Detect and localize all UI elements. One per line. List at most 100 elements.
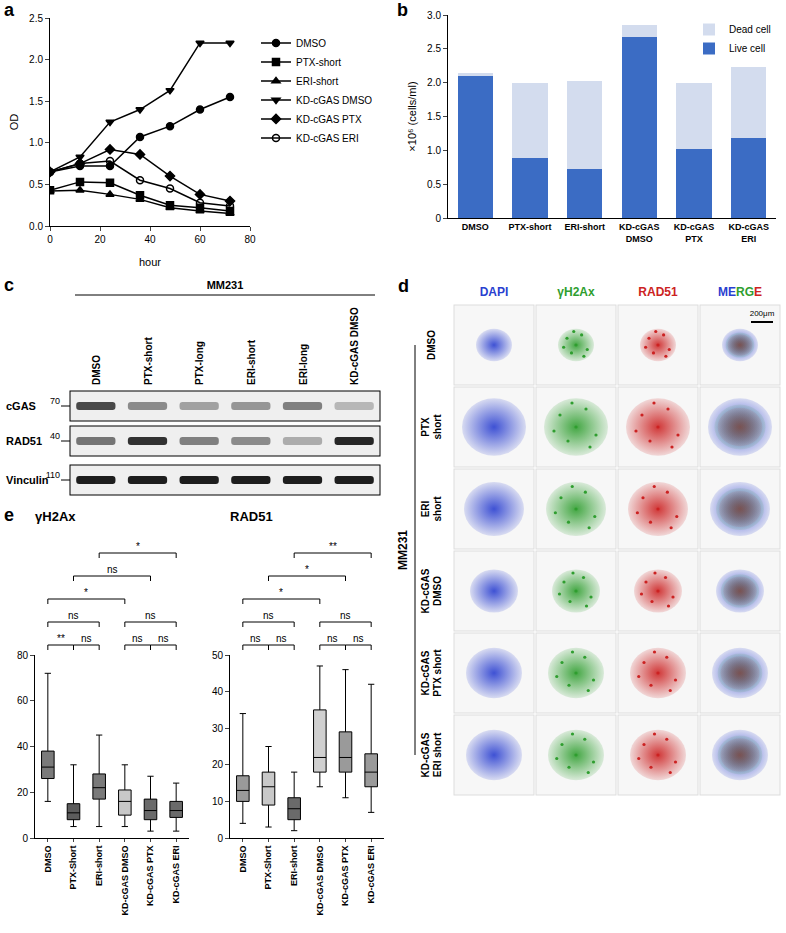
svg-text:KD-cGAS DMSO: KD-cGAS DMSO — [349, 307, 360, 385]
svg-text:50: 50 — [212, 650, 224, 661]
svg-text:DAPI: DAPI — [480, 285, 509, 299]
svg-text:ns: ns — [276, 633, 287, 644]
svg-text:PTX-short: PTX-short — [296, 57, 341, 68]
svg-text:KD-cGAS: KD-cGAS — [420, 568, 431, 613]
svg-text:2.5: 2.5 — [427, 43, 441, 54]
svg-text:KD-cGAS ERI: KD-cGAS ERI — [171, 846, 181, 904]
svg-text:*: * — [84, 587, 88, 598]
svg-text:PTX: PTX — [420, 417, 431, 437]
svg-text:*: * — [279, 587, 283, 598]
svg-text:80: 80 — [244, 234, 256, 245]
svg-text:1.0: 1.0 — [427, 145, 441, 156]
svg-text:PTX-Short: PTX-Short — [263, 846, 273, 890]
svg-text:40: 40 — [17, 741, 29, 752]
svg-text:ns: ns — [132, 633, 143, 644]
svg-text:**: ** — [329, 541, 337, 552]
svg-text:cGAS: cGAS — [6, 400, 36, 412]
svg-text:1.5: 1.5 — [29, 96, 43, 107]
svg-text:3.0: 3.0 — [427, 10, 441, 21]
svg-text:1.5: 1.5 — [427, 111, 441, 122]
svg-text:KD-cGAS PTX: KD-cGAS PTX — [145, 846, 155, 907]
svg-text:short: short — [432, 496, 443, 522]
svg-text:PTX-short: PTX-short — [143, 337, 154, 385]
svg-text:DMSO: DMSO — [462, 222, 489, 232]
svg-text:ns: ns — [263, 610, 274, 621]
svg-text:0.5: 0.5 — [29, 179, 43, 190]
svg-text:KD-cGAS DMSO: KD-cGAS DMSO — [120, 846, 130, 916]
svg-text:ns: ns — [340, 610, 351, 621]
svg-text:ns: ns — [68, 610, 79, 621]
svg-text:0: 0 — [217, 833, 223, 844]
svg-text:ns: ns — [145, 610, 156, 621]
svg-text:ns: ns — [81, 633, 92, 644]
svg-text:γH2Ax: γH2Ax — [35, 509, 76, 524]
svg-text:ns: ns — [107, 564, 118, 575]
svg-text:70: 70 — [50, 396, 60, 406]
svg-text:30: 30 — [212, 723, 224, 734]
svg-text:ERI short: ERI short — [432, 732, 443, 777]
svg-text:**: ** — [57, 633, 65, 644]
svg-text:1.0: 1.0 — [29, 137, 43, 148]
svg-text:OD: OD — [8, 114, 20, 131]
svg-text:KD-cGAS ERI: KD-cGAS ERI — [296, 133, 359, 144]
svg-text:RAD51: RAD51 — [230, 509, 273, 524]
svg-text:ERI-long: ERI-long — [298, 344, 309, 385]
svg-text:DMSO: DMSO — [432, 576, 443, 606]
svg-text:2.0: 2.0 — [427, 77, 441, 88]
svg-text:0: 0 — [22, 833, 28, 844]
svg-text:KD-cGASPTX: KD-cGASPTX — [674, 222, 715, 244]
svg-text:Dead cell: Dead cell — [729, 24, 771, 35]
svg-text:DMSO: DMSO — [91, 355, 102, 385]
svg-text:KD-cGASERI: KD-cGASERI — [728, 222, 769, 244]
svg-text:Live cell: Live cell — [729, 43, 765, 54]
svg-text:hour: hour — [139, 256, 161, 268]
svg-text:ERI-short: ERI-short — [94, 846, 104, 887]
svg-text:DMSO: DMSO — [43, 846, 53, 873]
svg-text:0: 0 — [47, 234, 53, 245]
svg-text:60: 60 — [17, 695, 29, 706]
svg-text:RAD51: RAD51 — [6, 435, 42, 447]
svg-text:ERI: ERI — [420, 500, 431, 517]
svg-text:ERI-short: ERI-short — [564, 222, 605, 232]
svg-text:PTX short: PTX short — [432, 649, 443, 697]
svg-text:RAD51: RAD51 — [638, 285, 678, 299]
svg-text:DMSO: DMSO — [296, 38, 326, 49]
svg-text:PTX-short: PTX-short — [508, 222, 551, 232]
svg-text:KD-cGASDMSO: KD-cGASDMSO — [619, 222, 660, 244]
svg-text:0.0: 0.0 — [29, 221, 43, 232]
svg-text:*: * — [136, 541, 140, 552]
svg-text:2.0: 2.0 — [29, 54, 43, 65]
svg-text:60: 60 — [194, 234, 206, 245]
svg-text:KD-cGAS DMSO: KD-cGAS DMSO — [296, 95, 372, 106]
svg-text:MM231: MM231 — [207, 279, 244, 291]
svg-text:PTX-long: PTX-long — [194, 341, 205, 385]
svg-text:ERI-short: ERI-short — [289, 846, 299, 887]
svg-text:×10⁶ (cells/ml): ×10⁶ (cells/ml) — [406, 81, 418, 151]
svg-text:ERI-short: ERI-short — [246, 339, 257, 385]
svg-text:20: 20 — [17, 787, 29, 798]
svg-text:ERI-short: ERI-short — [296, 76, 338, 87]
svg-text:KD-cGAS ERI: KD-cGAS ERI — [366, 846, 376, 904]
svg-text:200μm: 200μm — [750, 309, 775, 318]
svg-text:PTX-Short: PTX-Short — [68, 846, 78, 890]
svg-text:Vinculin: Vinculin — [6, 474, 49, 486]
svg-text:KD-cGAS PTX: KD-cGAS PTX — [340, 846, 350, 907]
svg-text:110: 110 — [46, 470, 60, 480]
svg-text:20: 20 — [94, 234, 106, 245]
svg-text:2.5: 2.5 — [29, 13, 43, 24]
svg-text:ns: ns — [353, 633, 364, 644]
svg-text:KD-cGAS DMSO: KD-cGAS DMSO — [315, 846, 325, 916]
svg-text:10: 10 — [212, 796, 224, 807]
svg-text:40: 40 — [212, 686, 224, 697]
svg-text:KD-cGAS: KD-cGAS — [420, 732, 431, 777]
svg-text:80: 80 — [17, 650, 29, 661]
svg-text:MERGE: MERGE — [718, 285, 762, 299]
svg-text:ns: ns — [158, 633, 169, 644]
svg-text:KD-cGAS PTX: KD-cGAS PTX — [296, 114, 362, 125]
svg-text:short: short — [432, 414, 443, 440]
svg-text:0.5: 0.5 — [427, 179, 441, 190]
svg-text:ns: ns — [250, 633, 261, 644]
svg-text:ns: ns — [327, 633, 338, 644]
svg-text:DMSO: DMSO — [238, 846, 248, 873]
svg-text:*: * — [305, 564, 309, 575]
